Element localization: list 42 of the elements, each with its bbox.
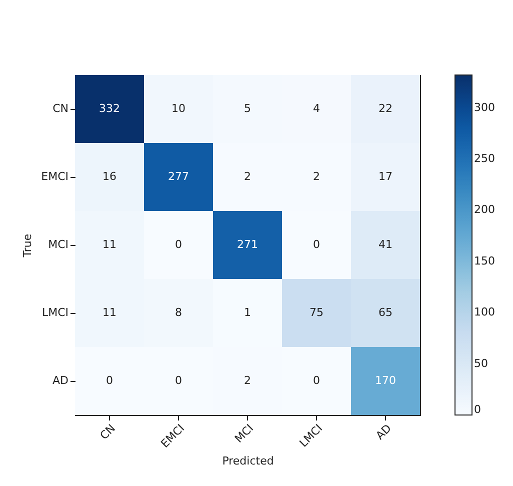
- y-tick-label: MCI: [48, 238, 68, 251]
- data-label: 5: [244, 102, 251, 115]
- data-label: 2: [244, 374, 251, 387]
- y-axis-title: True: [21, 234, 34, 258]
- data-label: 0: [175, 374, 182, 387]
- x-tick-label: AD: [373, 422, 394, 442]
- color-bar-label: 50: [474, 356, 488, 370]
- color-bar-label: 250: [474, 152, 495, 165]
- data-label: 0: [313, 238, 320, 251]
- data-label: 10: [172, 102, 186, 115]
- data-label: 41: [378, 238, 392, 251]
- data-label: 170: [375, 374, 396, 387]
- y-tick-label: CN: [52, 102, 68, 115]
- data-label: 65: [378, 306, 392, 319]
- data-label: 11: [102, 238, 116, 251]
- data-label: 0: [313, 374, 320, 387]
- data-label: 277: [168, 170, 189, 183]
- data-label: 16: [102, 170, 116, 183]
- data-label: 11: [102, 306, 116, 319]
- color-bar-label: 300: [474, 100, 495, 114]
- x-axis-title: Predicted: [222, 454, 274, 468]
- color-bar-label: 150: [474, 254, 495, 268]
- y-tick-label: LMCI: [42, 306, 68, 319]
- data-label: 0: [106, 374, 113, 387]
- y-tick-label: AD: [52, 374, 68, 387]
- data-label: 0: [175, 238, 182, 251]
- data-label: 22: [378, 102, 392, 115]
- data-label: 75: [310, 306, 324, 319]
- color-bar-label: 0: [474, 403, 481, 416]
- data-label: 332: [99, 102, 120, 115]
- color-bar-label: 100: [474, 306, 495, 319]
- data-label: 2: [313, 170, 320, 183]
- data-label: 271: [237, 238, 258, 251]
- data-label: 1: [244, 306, 251, 319]
- color-bar-label: 200: [474, 203, 495, 216]
- x-tick-label: MCI: [232, 422, 256, 446]
- data-label: 17: [378, 170, 392, 183]
- y-tick-label: EMCI: [41, 170, 68, 183]
- data-label: 2: [244, 170, 251, 183]
- data-label: 8: [175, 306, 182, 319]
- data-label: 4: [313, 102, 320, 115]
- x-tick-label: CN: [98, 422, 118, 442]
